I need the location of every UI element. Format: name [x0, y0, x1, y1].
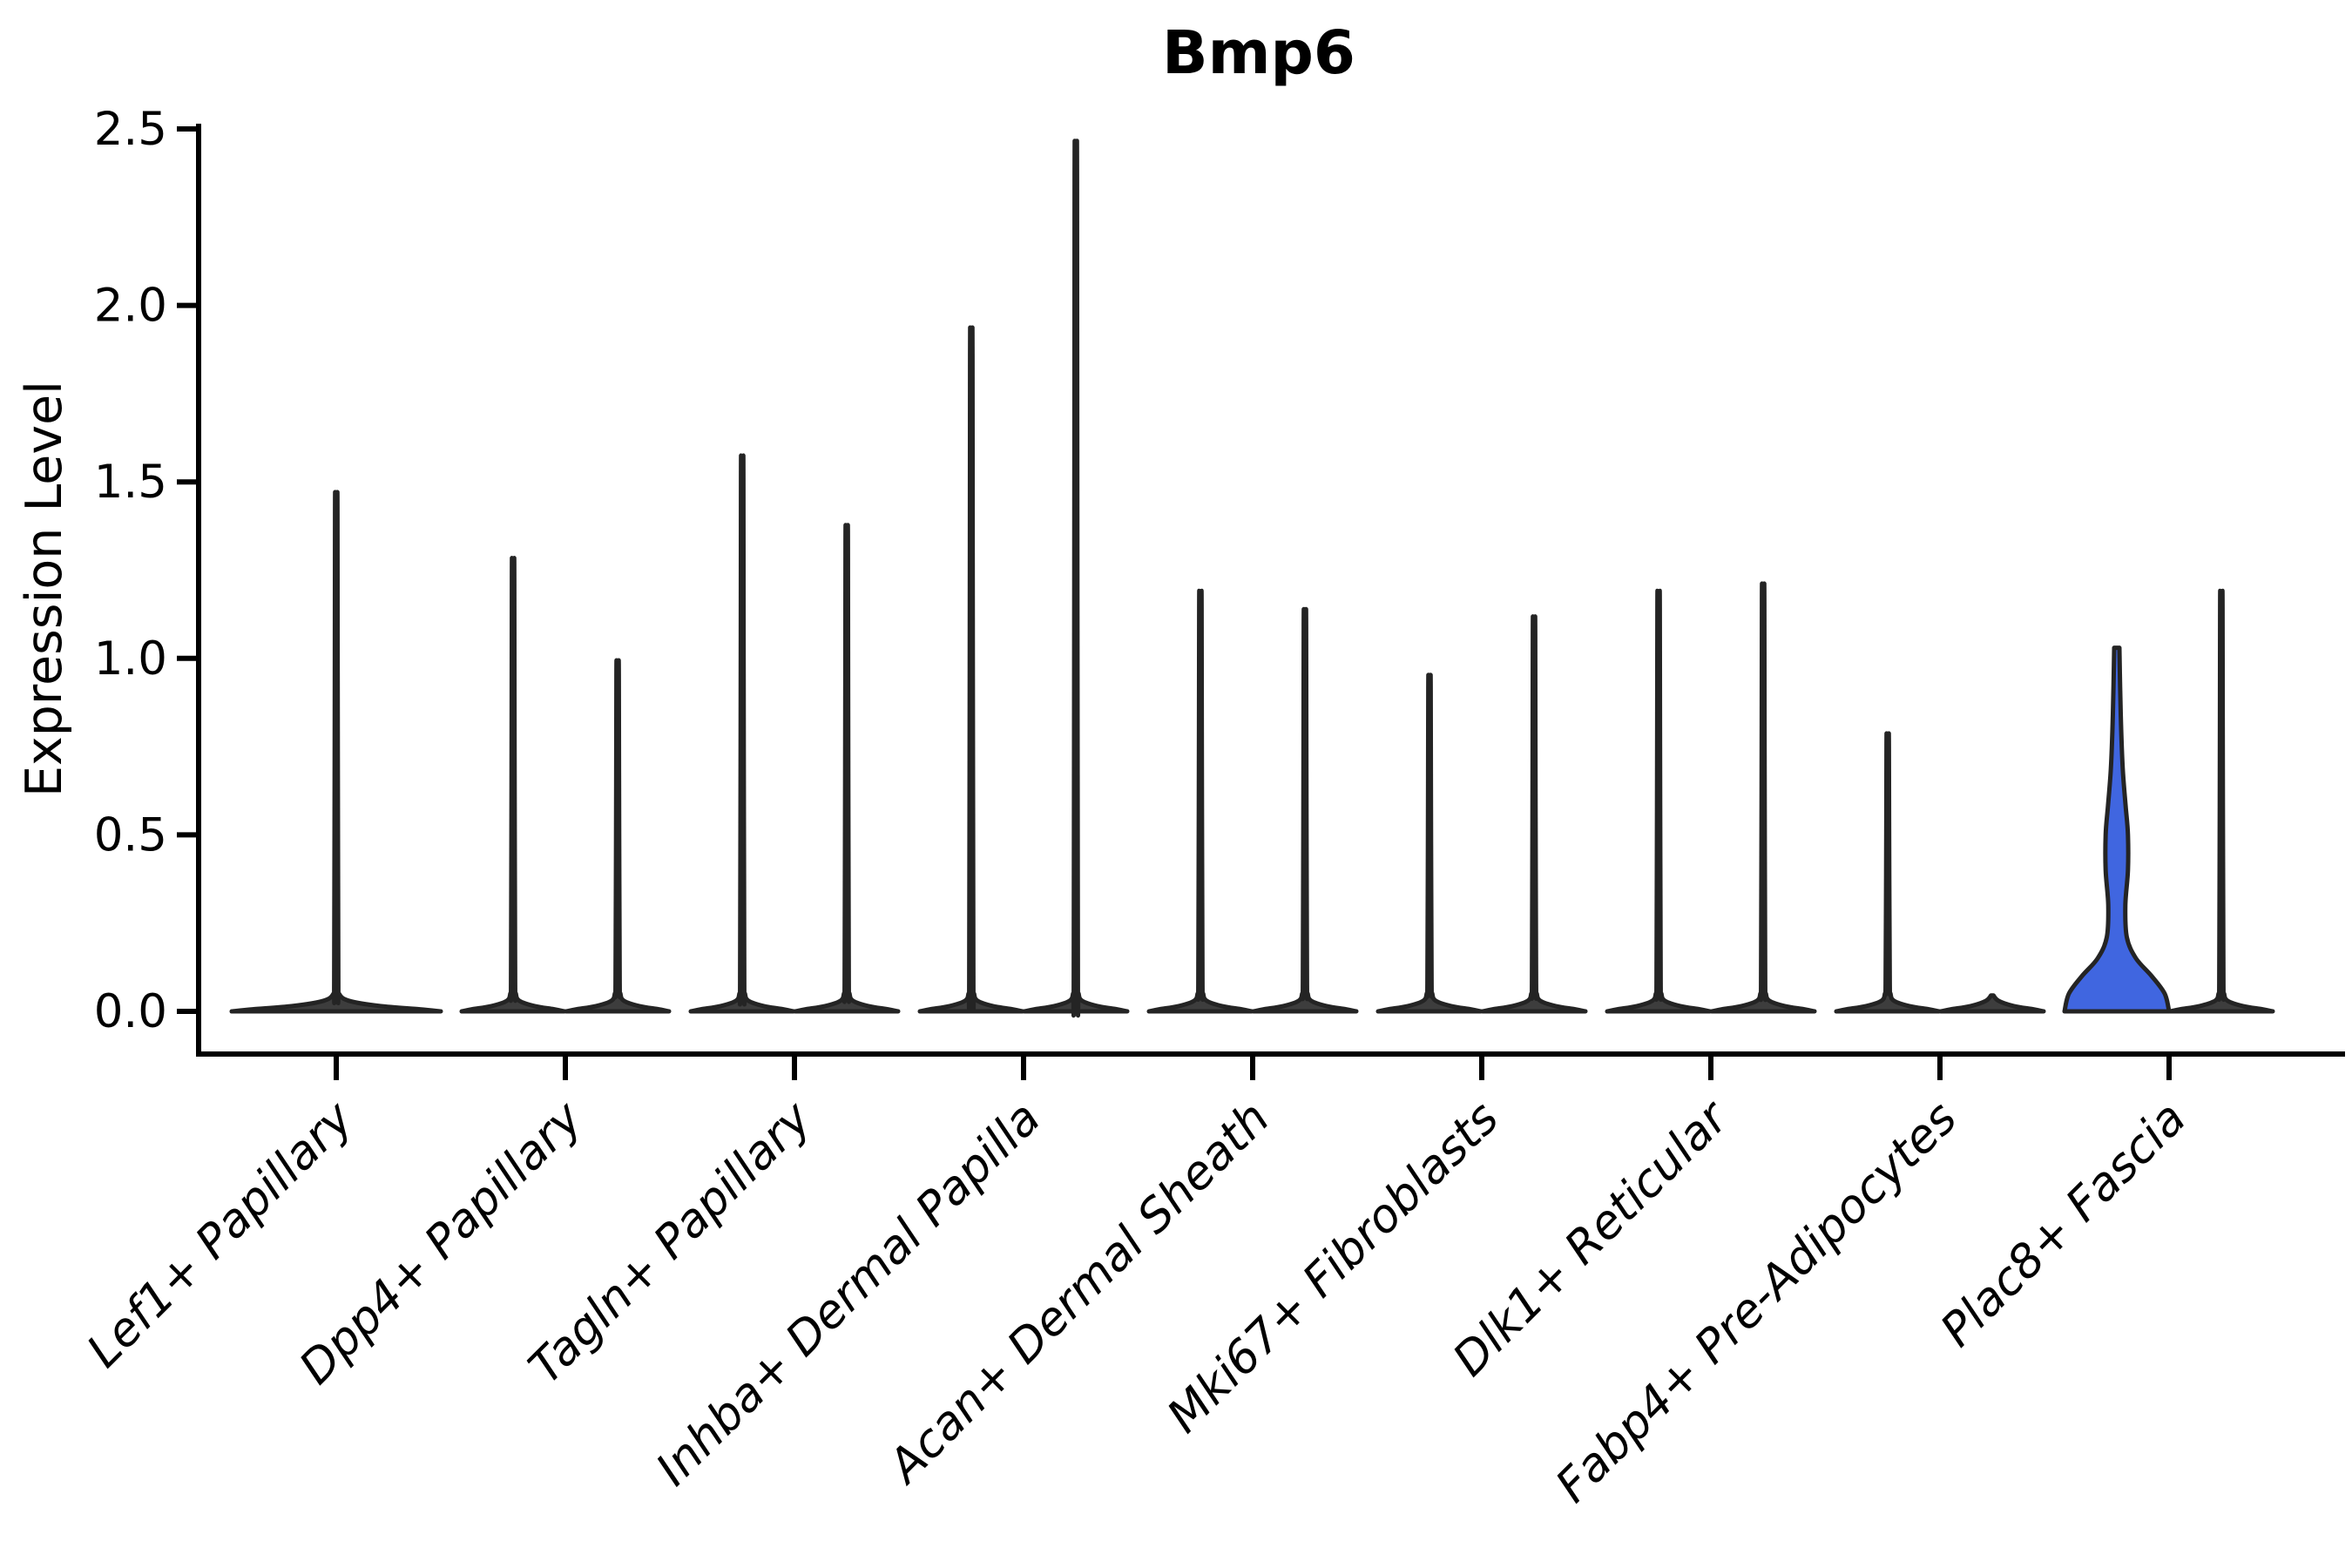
violin-2-left: [688, 453, 796, 1014]
y-tick-label: 2.5: [94, 103, 167, 156]
y-axis-title: Expression Level: [16, 381, 73, 797]
x-tick-label: Fabp4+ Pre-Adipocytes: [1546, 1092, 1968, 1513]
violin-5-left: [1375, 672, 1484, 1014]
violin-3-right: [1022, 139, 1130, 1018]
violin-2-right: [793, 523, 901, 1014]
violin-6-right: [1709, 581, 1817, 1014]
violin-8-right: [2167, 588, 2275, 1014]
chart-title: Bmp6: [1162, 18, 1355, 88]
violin-3-left: [917, 325, 1025, 1014]
violin-1-left: [459, 556, 567, 1014]
violin-7-left: [1834, 731, 1942, 1014]
violin-6-left: [1605, 588, 1713, 1014]
y-tick-label: 0.5: [94, 808, 167, 862]
x-tick-label: Inhba+ Dermal Papilla: [646, 1092, 1051, 1496]
y-tick-label: 1.0: [94, 632, 167, 686]
violin-1-right: [564, 658, 672, 1014]
x-tick-label: Plac8+ Fascia: [1930, 1092, 2196, 1357]
violin-4-left: [1146, 588, 1254, 1014]
x-tick-label: Acan+ Dermal Sheath: [877, 1092, 1281, 1495]
violin-0-center: [229, 490, 443, 1014]
y-tick-label: 1.5: [94, 456, 167, 509]
violin-8-left: [2062, 645, 2172, 1014]
violin-7-right: [1938, 993, 2046, 1014]
violin-5-right: [1480, 614, 1588, 1014]
violin-4-right: [1251, 606, 1359, 1014]
y-tick-label: 0.0: [94, 985, 167, 1038]
y-tick-label: 2.0: [94, 280, 167, 333]
